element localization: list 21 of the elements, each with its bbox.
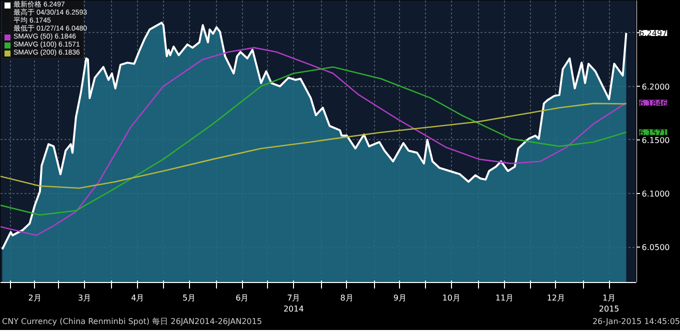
y-tick-label: 6.1000 <box>642 190 670 199</box>
x-tick-label: 7月 2014 <box>283 294 304 314</box>
x-tick-label: 11月 <box>495 294 514 302</box>
x-tick-label: 12月 <box>546 294 566 302</box>
text: 26-Jan-2015 14:45:05 <box>592 316 680 328</box>
x-tick-label: 8月 <box>340 294 354 302</box>
text: CNY Currency (China Renminbi Spot) 每日 26JAN2014-26JAN2015 <box>2 316 262 328</box>
x-tick-label: 2月 <box>28 294 42 302</box>
x-tick-label: 1月 2015 <box>598 294 620 314</box>
x-tick-label: 5月 <box>182 294 196 302</box>
y-tick-label: 6.0500 <box>642 243 670 252</box>
x-tick-label: 10月 <box>442 294 460 302</box>
data-label: 6.1571 <box>639 128 668 138</box>
data-label: 6.2497 <box>639 28 668 38</box>
x-tick-label: 6月 <box>236 294 249 302</box>
y-tick-label: 6.2000 <box>642 82 670 92</box>
data-label: 6.1846 <box>639 98 668 108</box>
x-tick-label: 9月 <box>393 294 406 302</box>
x-tick-label: 3月 <box>78 294 92 302</box>
y-tick-label: 6.1500 <box>642 136 670 145</box>
x-tick-label: 4月 <box>131 294 144 302</box>
